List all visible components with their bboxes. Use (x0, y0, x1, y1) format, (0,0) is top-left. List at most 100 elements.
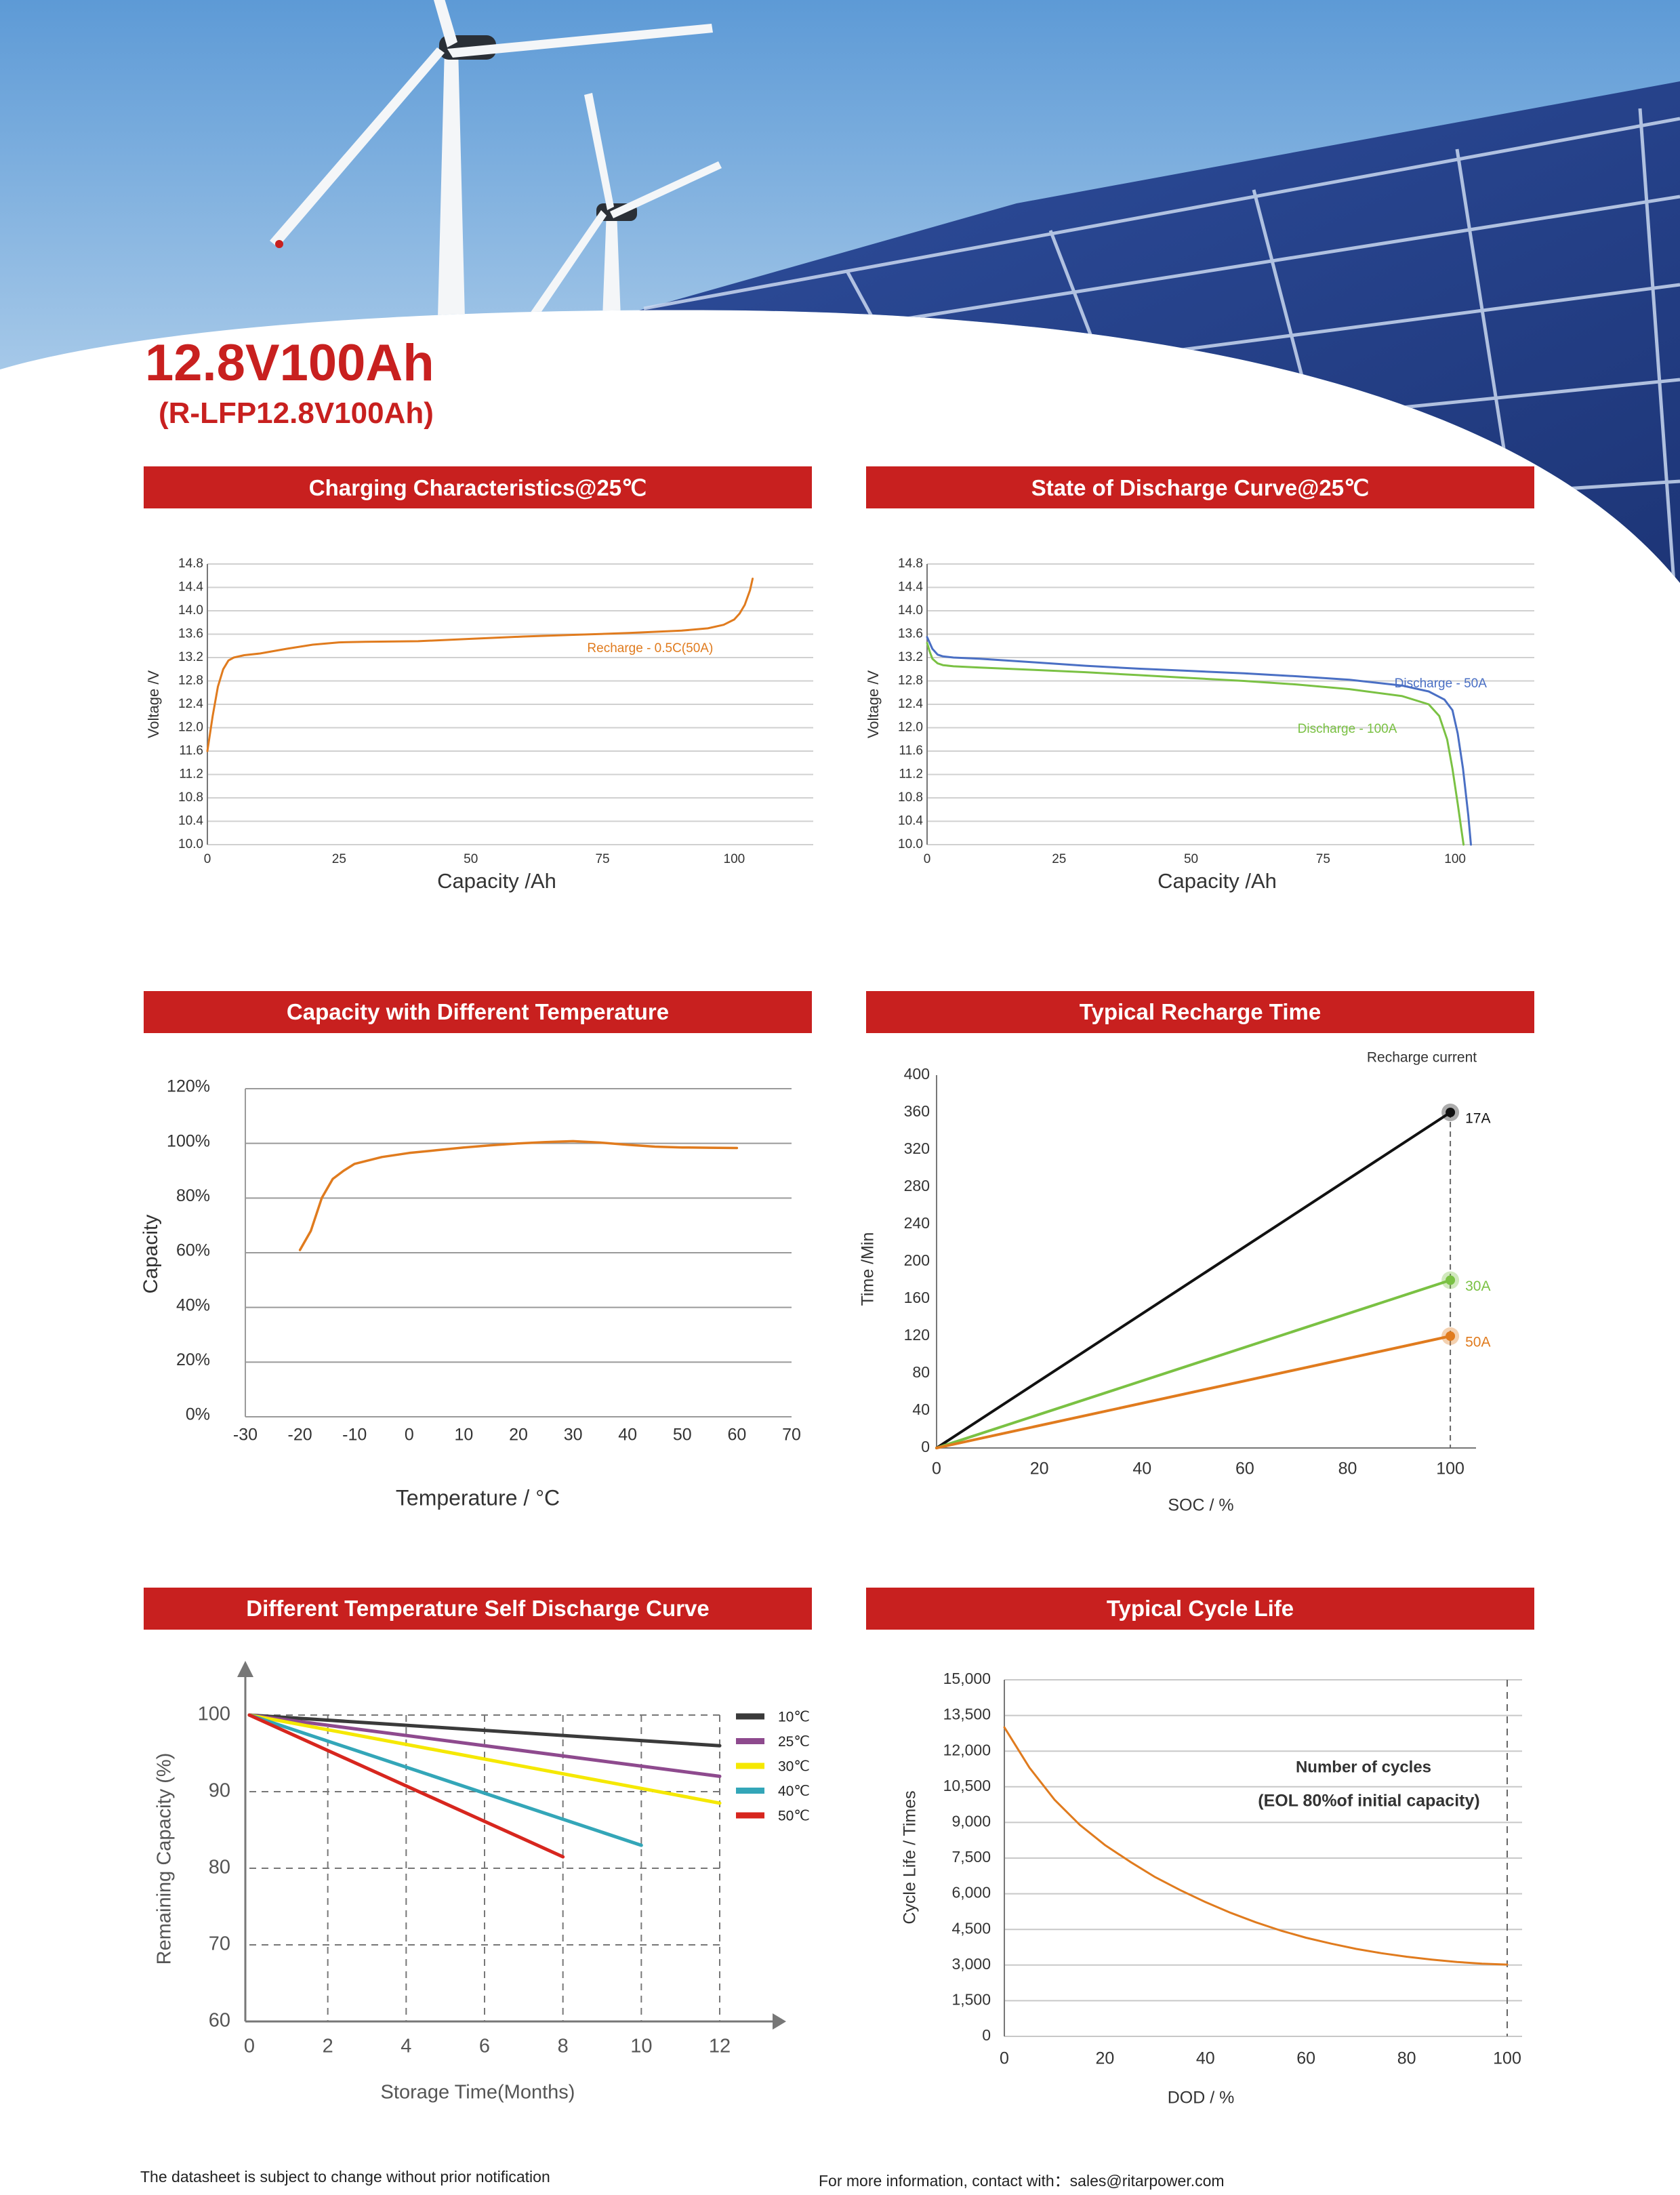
y-tick-label: 40 (912, 1401, 930, 1418)
y-tick-label: 10.0 (898, 837, 923, 851)
legend-label: 25℃ (778, 1734, 810, 1750)
y-tick-label: 14.8 (178, 557, 203, 571)
y-tick-label: 280 (904, 1177, 930, 1194)
x-tick-label: 100 (1436, 1459, 1464, 1478)
x-tick-label: 25 (332, 852, 346, 866)
y-axis-label: Capacity (140, 1215, 162, 1294)
series-line (935, 1335, 1452, 1449)
y-tick-label: 100 (198, 1704, 230, 1725)
y-tick-label: 70 (209, 1933, 230, 1955)
y-tick-label: 12.4 (178, 697, 203, 711)
legend-label: 10℃ (778, 1710, 810, 1725)
y-tick-label: 12,000 (943, 1741, 991, 1758)
x-axis-label: DOD / % (1168, 2089, 1235, 2108)
y-tick-label: 60 (209, 2010, 230, 2032)
y-axis-arrow (237, 1661, 253, 1677)
y-tick-label: 240 (904, 1214, 930, 1232)
y-tick-label: 15,000 (943, 1670, 991, 1687)
series-end-marker (1446, 1108, 1456, 1117)
y-tick-label: 14.4 (898, 580, 923, 595)
y-tick-label: 4,500 (951, 1919, 991, 1937)
y-tick-label: 40% (176, 1295, 210, 1314)
panel-title-self-discharge: Different Temperature Self Discharge Cur… (144, 1588, 812, 1630)
series-end-marker (1446, 1331, 1456, 1341)
x-axis-label: Capacity /Ah (437, 869, 556, 893)
series-line (247, 1713, 722, 1778)
x-axis-label: SOC / % (1168, 1496, 1233, 1515)
x-tick-label: -20 (288, 1426, 312, 1445)
x-tick-label: 10 (630, 2036, 652, 2057)
y-tick-label: 100% (167, 1131, 210, 1150)
x-tick-label: 60 (1296, 2049, 1315, 2068)
y-tick-label: 20% (176, 1350, 210, 1369)
legend-label: 40℃ (778, 1784, 810, 1799)
x-tick-label: 0 (1000, 2049, 1009, 2068)
x-tick-label: 0 (405, 1426, 414, 1445)
y-tick-label: 12.0 (898, 721, 923, 735)
series-label: 17A (1465, 1111, 1490, 1127)
x-tick-label: 80 (1338, 1459, 1357, 1478)
x-axis-label: Storage Time(Months) (381, 2082, 575, 2103)
series-line (247, 1713, 565, 1859)
series-end-marker (1446, 1275, 1456, 1285)
legend-label: 30℃ (778, 1759, 810, 1775)
y-axis-label: Cycle Life / Times (901, 1790, 920, 1924)
x-tick-label: 8 (558, 2036, 569, 2057)
y-tick-label: 0 (921, 1438, 930, 1455)
y-tick-label: 60% (176, 1241, 210, 1260)
y-tick-label: 80 (912, 1363, 930, 1381)
y-tick-label: 360 (904, 1102, 930, 1120)
x-tick-label: 20 (1030, 1459, 1049, 1478)
panel-title-cycle-life: Typical Cycle Life (866, 1588, 1534, 1630)
x-tick-label: 50 (1184, 852, 1198, 866)
x-tick-label: 25 (1052, 852, 1066, 866)
y-tick-label: 160 (904, 1289, 930, 1306)
x-tick-label: 40 (1196, 2049, 1215, 2068)
y-tick-label: 3,000 (951, 1955, 991, 1973)
y-tick-label: 13.6 (898, 627, 923, 641)
y-tick-label: 13,500 (943, 1706, 991, 1723)
series-label: 50A (1465, 1335, 1490, 1350)
y-tick-label: 120% (167, 1077, 210, 1096)
y-tick-label: 80% (176, 1186, 210, 1205)
series-label: Discharge - 100A (1298, 722, 1397, 736)
y-tick-label: 10.8 (898, 790, 923, 805)
y-tick-label: 10.4 (898, 814, 923, 828)
chart-note: (EOL 80%of initial capacity) (1258, 1792, 1479, 1811)
series-label: Recharge - 0.5C(50A) (587, 641, 713, 656)
series-line (926, 641, 1465, 846)
y-tick-label: 14.0 (178, 603, 203, 618)
x-tick-label: -30 (233, 1426, 258, 1445)
y-tick-label: 12.8 (898, 674, 923, 688)
series-line (935, 1111, 1452, 1449)
series-line (926, 636, 1472, 846)
x-axis-label: Temperature / °C (396, 1485, 560, 1510)
y-tick-label: 12.4 (898, 697, 923, 711)
y-tick-label: 14.4 (178, 580, 203, 595)
page-title: 12.8V100Ah (145, 334, 434, 392)
y-tick-label: 7,500 (951, 1848, 991, 1866)
y-tick-label: 6,000 (951, 1884, 991, 1901)
y-axis-label: Voltage /V (865, 670, 882, 739)
x-tick-label: 70 (782, 1426, 801, 1445)
footer-contact: For more information, contact with：sales… (819, 2172, 1225, 2190)
x-tick-label: 60 (1235, 1459, 1254, 1478)
x-tick-label: 40 (618, 1426, 637, 1445)
y-tick-label: 400 (904, 1065, 930, 1083)
x-tick-label: 6 (479, 2036, 490, 2057)
x-tick-label: 10 (454, 1426, 473, 1445)
legend-label: 50℃ (778, 1809, 810, 1824)
x-tick-label: 50 (464, 852, 478, 866)
y-tick-label: 13.2 (178, 650, 203, 664)
x-tick-label: 20 (509, 1426, 528, 1445)
y-tick-label: 14.0 (898, 603, 923, 618)
y-axis-label: Time /Min (859, 1232, 878, 1306)
y-tick-label: 10.8 (178, 790, 203, 805)
y-tick-label: 10.0 (178, 837, 203, 851)
x-tick-label: 50 (673, 1426, 692, 1445)
y-tick-label: 11.2 (179, 767, 203, 782)
y-tick-label: 11.6 (899, 744, 923, 758)
y-tick-label: 11.6 (179, 744, 203, 758)
x-axis-arrow (773, 2013, 786, 2030)
x-tick-label: 100 (1444, 852, 1466, 866)
